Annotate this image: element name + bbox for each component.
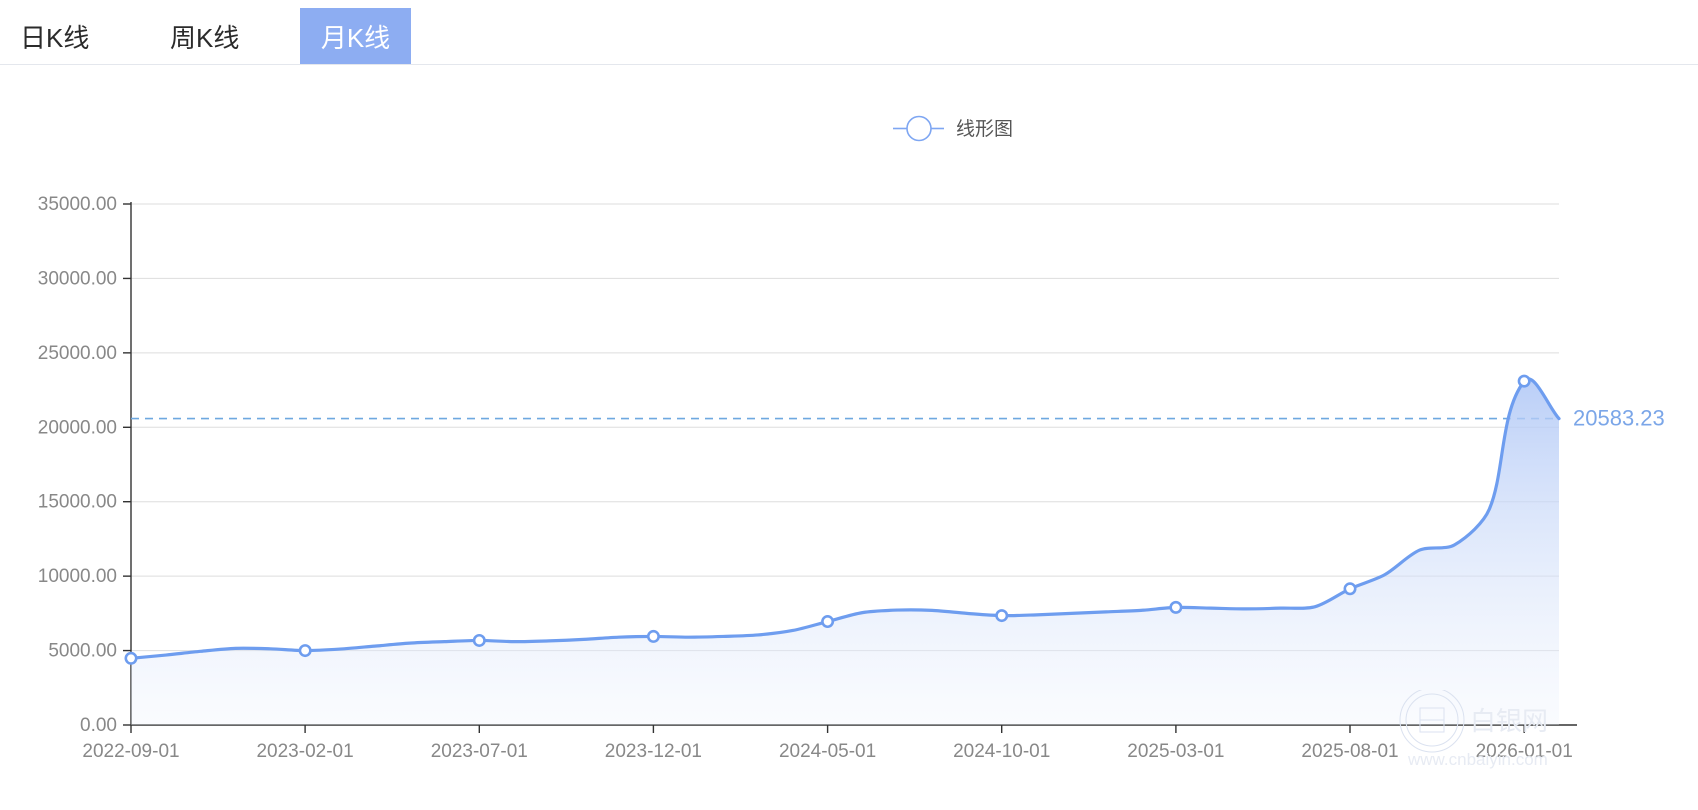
- svg-text:20583.23: 20583.23: [1573, 406, 1665, 431]
- svg-text:2025-08-01: 2025-08-01: [1301, 741, 1398, 762]
- svg-text:2023-07-01: 2023-07-01: [431, 741, 528, 762]
- svg-text:2023-02-01: 2023-02-01: [256, 741, 353, 762]
- svg-text:2023-12-01: 2023-12-01: [605, 741, 702, 762]
- svg-text:线形图: 线形图: [956, 118, 1013, 140]
- svg-text:35000.00: 35000.00: [38, 194, 117, 215]
- svg-text:30000.00: 30000.00: [38, 268, 117, 289]
- svg-text:2024-10-01: 2024-10-01: [953, 741, 1050, 762]
- svg-text:15000.00: 15000.00: [38, 492, 117, 513]
- svg-text:白银网: 白银网: [1470, 706, 1548, 736]
- svg-text:2025-03-01: 2025-03-01: [1127, 741, 1224, 762]
- svg-text:www.cnbaiyin.com: www.cnbaiyin.com: [1407, 750, 1548, 769]
- svg-text:10000.00: 10000.00: [38, 566, 117, 587]
- svg-text:2024-05-01: 2024-05-01: [779, 741, 876, 762]
- svg-text:0.00: 0.00: [80, 715, 117, 736]
- svg-text:25000.00: 25000.00: [38, 343, 117, 364]
- svg-text:2022-09-01: 2022-09-01: [82, 741, 179, 762]
- svg-text:5000.00: 5000.00: [48, 641, 117, 662]
- svg-text:20000.00: 20000.00: [38, 417, 117, 438]
